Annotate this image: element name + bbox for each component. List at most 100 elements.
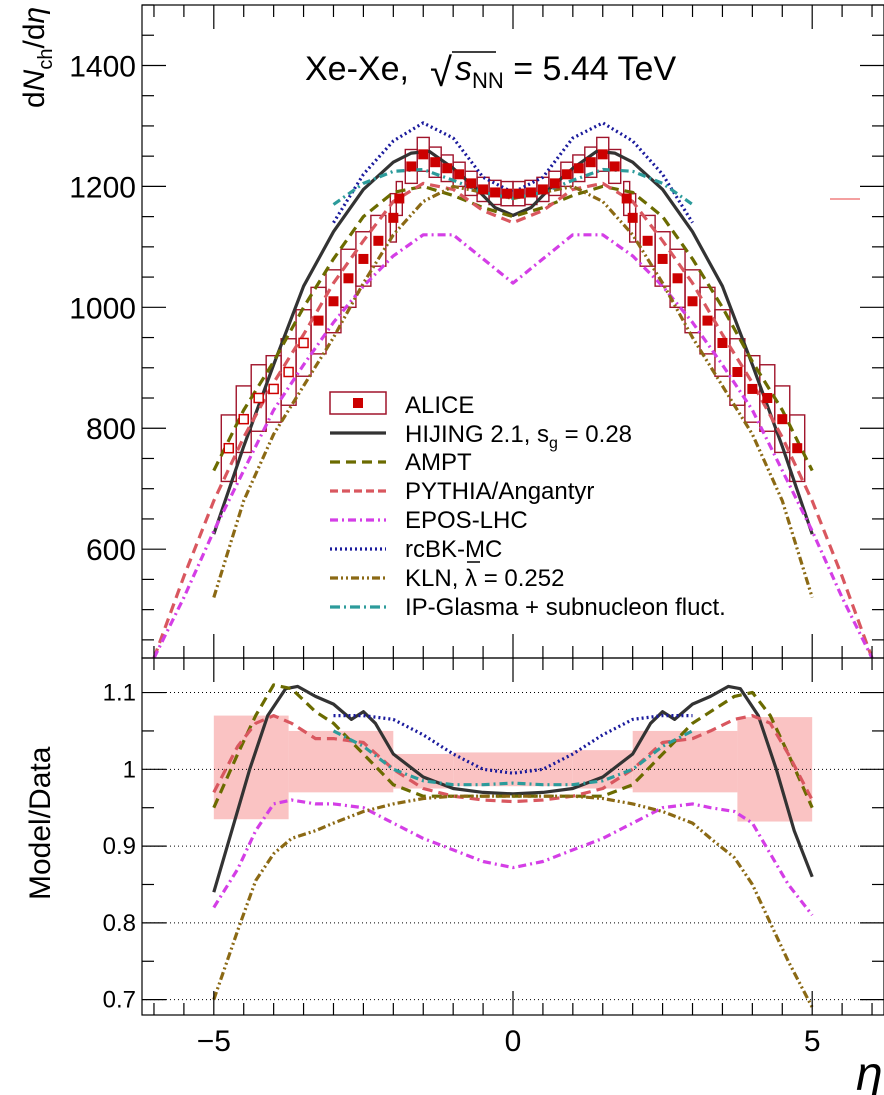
title-main: Xe-Xe, — [305, 50, 409, 88]
legend-kln-label: KLN, λ = 0.252 — [405, 565, 564, 592]
upper-series-line-4 — [332, 121, 694, 224]
upper-series — [152, 121, 874, 658]
alice-point — [525, 187, 536, 198]
lower-ytick-label: 1.1 — [103, 680, 136, 707]
alice-point — [561, 169, 572, 180]
alice-point — [597, 149, 608, 160]
alice-point-open — [238, 413, 249, 425]
alice-point — [502, 188, 513, 199]
upper-series-line-6 — [332, 167, 694, 206]
alice-point — [642, 235, 653, 246]
alice-point — [358, 253, 369, 264]
lower-panel: 0.7 0.8 0.9 1 1.1 −5 0 5 Model/Data η — [24, 657, 884, 1095]
legend-hijing-rest: = 0.28 — [558, 421, 632, 448]
alice-point-open — [298, 337, 309, 349]
upper-series-line-0 — [212, 149, 814, 535]
ylabel-N: N — [18, 69, 51, 91]
legend-ipglasma-label: IP-Glasma + subnucleon fluct. — [405, 594, 726, 621]
alice-point — [717, 337, 728, 348]
alice-point — [732, 367, 743, 378]
lower-frame — [141, 657, 884, 1016]
alice-point — [702, 315, 713, 326]
upper-panel: 600 800 1000 1200 1400 Xe-Xe, √ sNN = 5.44 T… — [18, 4, 884, 659]
alice-point — [537, 184, 548, 195]
ratio-sys-band-segment — [288, 730, 394, 793]
alice-point — [672, 273, 683, 284]
legend-kln-lambda: λ — [465, 565, 477, 592]
lower-ytick-label: 0.8 — [103, 910, 136, 937]
chart-title: Xe-Xe, — [305, 50, 409, 88]
ratio-series-line-2 — [212, 714, 814, 804]
alice-point — [442, 163, 453, 174]
ratio-series-line-0 — [212, 684, 814, 893]
alice-point — [406, 161, 417, 172]
alice-point — [466, 178, 477, 189]
alice-point — [418, 149, 429, 160]
legend-rcbk-label: rcBK-MC — [405, 536, 502, 563]
title-rest: = 5.44 TeV — [504, 50, 677, 88]
upper-ytick-label: 1200 — [69, 171, 136, 204]
lower-xtick-label: 5 — [804, 1025, 821, 1058]
upper-series-line-5 — [212, 184, 814, 598]
lower-xtick-label: 0 — [505, 1025, 522, 1058]
alice-points — [223, 149, 803, 454]
lower-ytick-label: 1 — [123, 756, 136, 783]
alice-point — [585, 157, 596, 168]
lower-xtick-label: −5 — [197, 1025, 231, 1058]
alice-sys-box — [370, 214, 387, 267]
lower-y-axis: 0.7 0.8 0.9 1 1.1 — [103, 680, 884, 1014]
ratio-sys-band-segment — [453, 752, 573, 787]
upper-frame — [141, 4, 884, 659]
alice-point — [792, 443, 803, 454]
alice-point-open — [268, 383, 279, 395]
ylabel-eta: η — [18, 7, 51, 24]
alice-point — [478, 184, 489, 195]
alice-sys-boxes — [220, 136, 806, 483]
alice-point-open — [253, 392, 264, 404]
upper-ytick-label: 800 — [86, 413, 136, 446]
x-axis-label: η — [856, 1048, 883, 1095]
legend-hijing-label: HIJING 2.1, sg = 0.28 — [405, 421, 632, 452]
ratio-series-line-3 — [212, 798, 814, 917]
alice-point-open — [283, 366, 294, 378]
alice-point — [343, 273, 354, 284]
ratio-series-line-6 — [332, 729, 694, 787]
alice-point — [394, 193, 405, 204]
legend-alice-box — [329, 391, 387, 415]
ratio-series-line-4 — [333, 714, 693, 775]
alice-point — [657, 253, 668, 264]
alice-point — [430, 157, 441, 168]
lower-ytick-label: 0.7 — [103, 987, 136, 1014]
ratio-series — [212, 683, 814, 1009]
legend-hijing-name: HIJING 2.1, s — [405, 421, 549, 448]
upper-x-ticks — [153, 5, 873, 658]
alice-point — [549, 178, 560, 189]
upper-y-label: dNch/dη — [18, 7, 57, 108]
alice-sys-box — [608, 148, 622, 185]
alice-point — [573, 163, 584, 174]
legend-pythia-label: PYTHIA/Angantyr — [405, 478, 594, 505]
title-sub: NN — [472, 68, 504, 93]
lower-x-axis: −5 0 5 — [153, 658, 873, 1058]
ratio-series-line-1 — [212, 683, 814, 809]
legend: ALICE HIJING 2.1, sg = 0.28 AMPT PYTHIA/… — [329, 391, 726, 621]
legend-alice-label: ALICE — [405, 392, 474, 419]
title-s: s — [455, 50, 472, 88]
alice-point — [454, 169, 465, 180]
alice-point — [490, 187, 501, 198]
upper-ytick-label: 1000 — [69, 292, 136, 325]
lower-ytick-label: 0.9 — [103, 833, 136, 860]
ylabel-rest: /d — [18, 23, 51, 48]
ylabel-sub: ch — [35, 49, 57, 70]
alice-point — [627, 212, 638, 223]
alice-point — [609, 161, 620, 172]
upper-series-line-1 — [212, 184, 814, 472]
alice-point — [621, 193, 632, 204]
alice-point-open — [223, 442, 235, 454]
alice-point — [687, 296, 698, 307]
title-sqrt: √ — [430, 51, 452, 95]
alice-point — [388, 212, 399, 223]
alice-point — [747, 383, 758, 394]
upper-ytick-label: 1400 — [69, 50, 136, 83]
